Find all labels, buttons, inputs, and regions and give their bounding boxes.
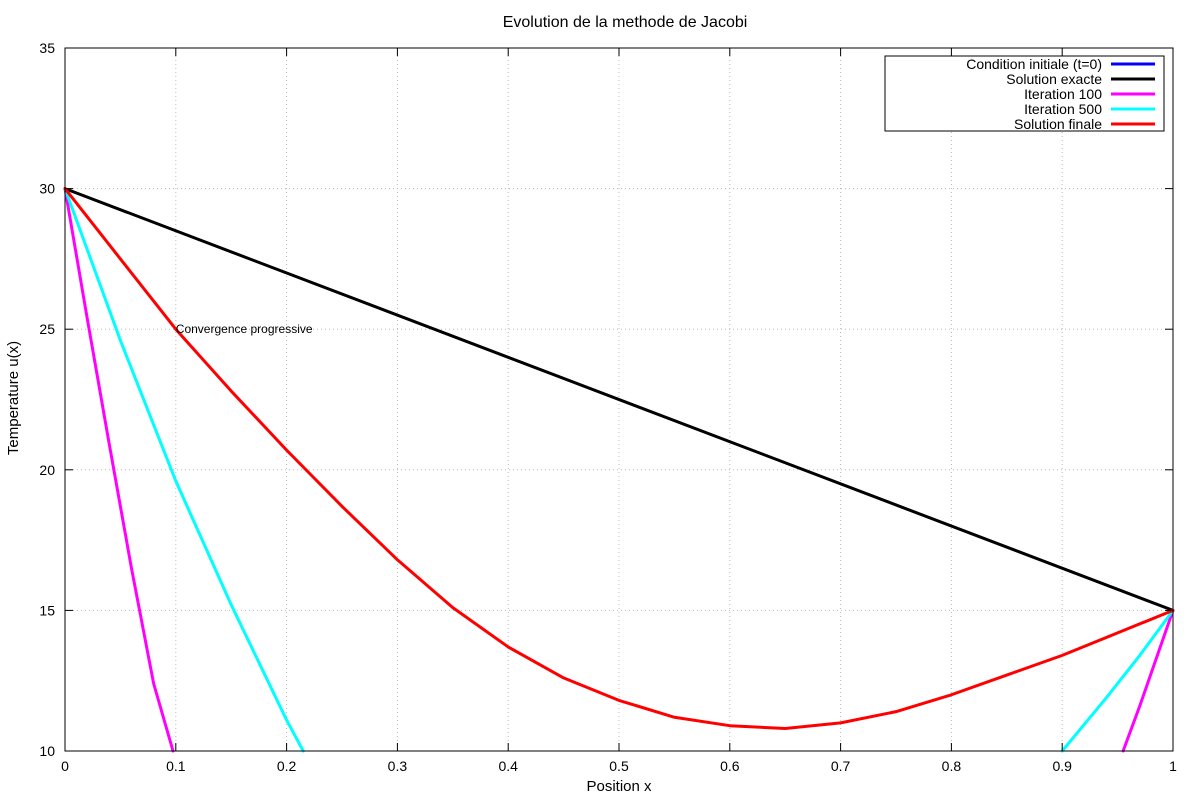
axis-ticks-layer: 0 0.1 0.2 0.3 0.4 0.5 0.6 0.7 0.8 0.9 1 10 15 20 25 30 3… xyxy=(39,40,1177,774)
series-line-solution-exacte xyxy=(63,187,1175,612)
legend-label-solution-exacte: Solution exacte xyxy=(1006,71,1102,87)
y-tick-label: 25 xyxy=(39,321,55,337)
y-tick-label: 20 xyxy=(39,462,55,478)
series-line-iteration-500 xyxy=(63,187,1175,753)
x-tick-label: 0.1 xyxy=(166,758,186,774)
series-line-solution-finale xyxy=(63,187,1175,730)
x-tick-label: 0 xyxy=(61,758,69,774)
x-tick-label: 0.4 xyxy=(498,758,518,774)
x-tick-label: 1 xyxy=(1169,758,1177,774)
y-tick-label: 10 xyxy=(39,743,55,759)
annotation-text: Convergence progressive xyxy=(176,322,313,336)
y-tick-label: 30 xyxy=(39,181,55,197)
y-tick-label: 35 xyxy=(39,40,55,56)
legend-label-condition-initiale-t-0: Condition initiale (t=0) xyxy=(966,56,1102,72)
legend-label-solution-finale: Solution finale xyxy=(1014,116,1102,132)
x-tick-label: 0.8 xyxy=(942,758,962,774)
x-tick-label: 0.5 xyxy=(609,758,629,774)
y-axis-label: Temperature u(x) xyxy=(5,341,22,455)
annotation-layer: Convergence progressive xyxy=(176,322,313,336)
series-line-iteration-100 xyxy=(63,187,1175,753)
y-tick-label: 15 xyxy=(39,602,55,618)
x-tick-label: 0.3 xyxy=(388,758,408,774)
x-tick-label: 0.9 xyxy=(1052,758,1072,774)
legend: Condition initiale (t=0)Solution exacteI… xyxy=(884,55,1165,132)
legend-label-iteration-100: Iteration 100 xyxy=(1024,86,1102,102)
series-layer xyxy=(63,187,1175,753)
x-tick-label: 0.2 xyxy=(277,758,297,774)
legend-label-iteration-500: Iteration 500 xyxy=(1024,101,1102,117)
x-tick-label: 0.6 xyxy=(720,758,740,774)
x-axis-label: Position x xyxy=(586,778,652,795)
chart-title: Evolution de la methode de Jacobi xyxy=(503,14,748,31)
grid-layer xyxy=(65,48,1173,751)
x-tick-label: 0.7 xyxy=(831,758,851,774)
